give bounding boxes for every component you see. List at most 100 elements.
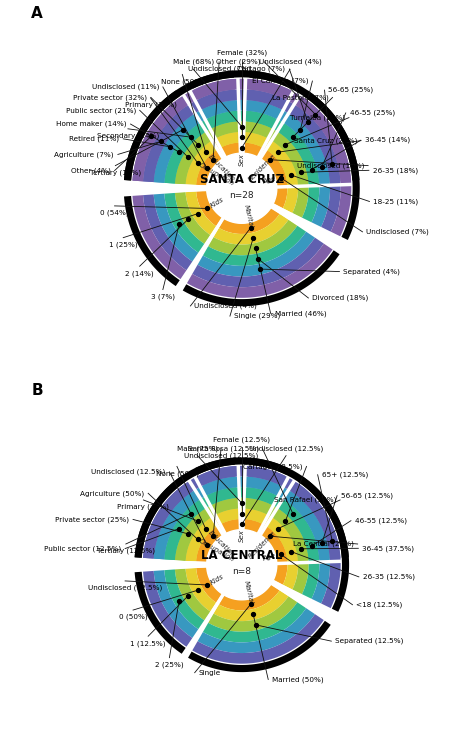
Polygon shape (199, 90, 285, 109)
Text: Undisclosed (12.5%): Undisclosed (12.5%) (91, 468, 165, 475)
Polygon shape (246, 487, 319, 560)
Polygon shape (143, 466, 236, 559)
Text: None (50%): None (50%) (155, 471, 199, 477)
Text: A: A (31, 7, 43, 22)
Polygon shape (175, 121, 238, 184)
Text: Single (29%): Single (29%) (234, 312, 280, 319)
Text: San Rafael (50%): San Rafael (50%) (274, 497, 336, 503)
Polygon shape (208, 111, 276, 128)
Polygon shape (154, 100, 237, 183)
Text: 0 (50%): 0 (50%) (119, 614, 147, 620)
Polygon shape (164, 501, 204, 560)
Polygon shape (203, 226, 306, 266)
Polygon shape (222, 142, 262, 157)
Polygon shape (244, 519, 287, 562)
Text: Secondary (14%): Secondary (14%) (97, 133, 159, 139)
Text: 26-35 (18%): 26-35 (18%) (373, 167, 418, 173)
Polygon shape (143, 483, 192, 559)
Text: Undisclosed (14%): Undisclosed (14%) (297, 163, 364, 169)
Polygon shape (247, 100, 330, 183)
Polygon shape (279, 501, 319, 599)
Text: Agriculture (7%): Agriculture (7%) (55, 151, 114, 157)
Polygon shape (190, 70, 293, 89)
Text: Cartago (12.5%): Cartago (12.5%) (243, 463, 302, 470)
Text: None (50%): None (50%) (161, 78, 204, 85)
Polygon shape (203, 602, 306, 642)
Polygon shape (247, 477, 330, 559)
Text: 56-65 (25%): 56-65 (25%) (328, 87, 374, 93)
Text: Undisclosed (12.5%): Undisclosed (12.5%) (249, 445, 323, 452)
Polygon shape (219, 208, 280, 234)
Polygon shape (194, 78, 290, 99)
Polygon shape (143, 106, 192, 182)
Text: Primary (25%): Primary (25%) (118, 504, 169, 511)
Polygon shape (164, 111, 237, 184)
Polygon shape (245, 132, 298, 185)
Text: Kids: Kids (209, 573, 225, 585)
Polygon shape (203, 100, 281, 118)
Polygon shape (185, 191, 216, 235)
Polygon shape (132, 195, 186, 279)
Text: Residence: Residence (247, 529, 277, 559)
Polygon shape (188, 620, 331, 672)
Text: Undisclosed (7%): Undisclosed (7%) (366, 229, 429, 235)
Polygon shape (261, 527, 287, 585)
Text: Undisclosed (12.5%): Undisclosed (12.5%) (88, 585, 162, 591)
Text: 65+ (12.5%): 65+ (12.5%) (321, 471, 368, 478)
Text: 2 (14%): 2 (14%) (126, 270, 154, 276)
Polygon shape (124, 196, 180, 286)
Text: Cartago (7%): Cartago (7%) (237, 66, 285, 72)
Text: Occupation: Occupation (198, 538, 236, 563)
Text: 1 (12.5%): 1 (12.5%) (130, 640, 166, 647)
Polygon shape (185, 508, 238, 562)
Polygon shape (196, 142, 239, 186)
Polygon shape (192, 614, 324, 663)
Polygon shape (196, 191, 222, 226)
Polygon shape (154, 194, 198, 261)
Polygon shape (135, 476, 186, 558)
Polygon shape (279, 124, 319, 222)
Text: Turrialba (14%): Turrialba (14%) (290, 114, 345, 120)
Polygon shape (304, 90, 360, 240)
Text: Male (68%): Male (68%) (173, 59, 214, 66)
Text: Separated (4%): Separated (4%) (343, 268, 400, 275)
Polygon shape (154, 115, 198, 183)
Polygon shape (199, 466, 285, 486)
Polygon shape (246, 111, 319, 184)
Polygon shape (245, 508, 298, 562)
Polygon shape (249, 71, 359, 181)
Text: Female (32%): Female (32%) (217, 50, 267, 56)
Polygon shape (175, 498, 238, 561)
Polygon shape (248, 466, 340, 559)
Text: Female (12.5%): Female (12.5%) (213, 437, 270, 443)
Polygon shape (143, 194, 192, 270)
Text: Age: Age (262, 176, 277, 185)
Text: Tertiary (12.5%): Tertiary (12.5%) (97, 548, 155, 554)
Polygon shape (154, 570, 198, 638)
Text: Sex: Sex (239, 153, 245, 166)
Polygon shape (175, 509, 210, 561)
Polygon shape (185, 142, 216, 185)
Polygon shape (212, 498, 271, 514)
Polygon shape (196, 527, 222, 562)
Text: Undisclosed (7%): Undisclosed (7%) (188, 66, 250, 72)
Polygon shape (291, 483, 341, 608)
Polygon shape (249, 79, 351, 181)
Text: Residence: Residence (247, 153, 277, 183)
Text: Primary (14%): Primary (14%) (125, 102, 177, 108)
Polygon shape (208, 220, 297, 255)
Polygon shape (185, 518, 216, 562)
Text: Private sector (25%): Private sector (25%) (55, 517, 129, 523)
Text: Home maker (14%): Home maker (14%) (56, 120, 127, 127)
Text: <18 (12.5%): <18 (12.5%) (356, 602, 402, 608)
Text: LA CENTRAL: LA CENTRAL (201, 549, 283, 562)
Polygon shape (192, 238, 324, 287)
Text: SANTA CRUZ: SANTA CRUZ (200, 172, 284, 186)
Text: 3 (7%): 3 (7%) (151, 294, 175, 300)
Polygon shape (175, 569, 210, 620)
Text: Private sector (32%): Private sector (32%) (73, 95, 146, 101)
Polygon shape (195, 457, 289, 474)
Polygon shape (217, 132, 266, 147)
Text: Undisclosed (11%): Undisclosed (11%) (91, 84, 159, 90)
Text: Married (46%): Married (46%) (274, 310, 326, 316)
